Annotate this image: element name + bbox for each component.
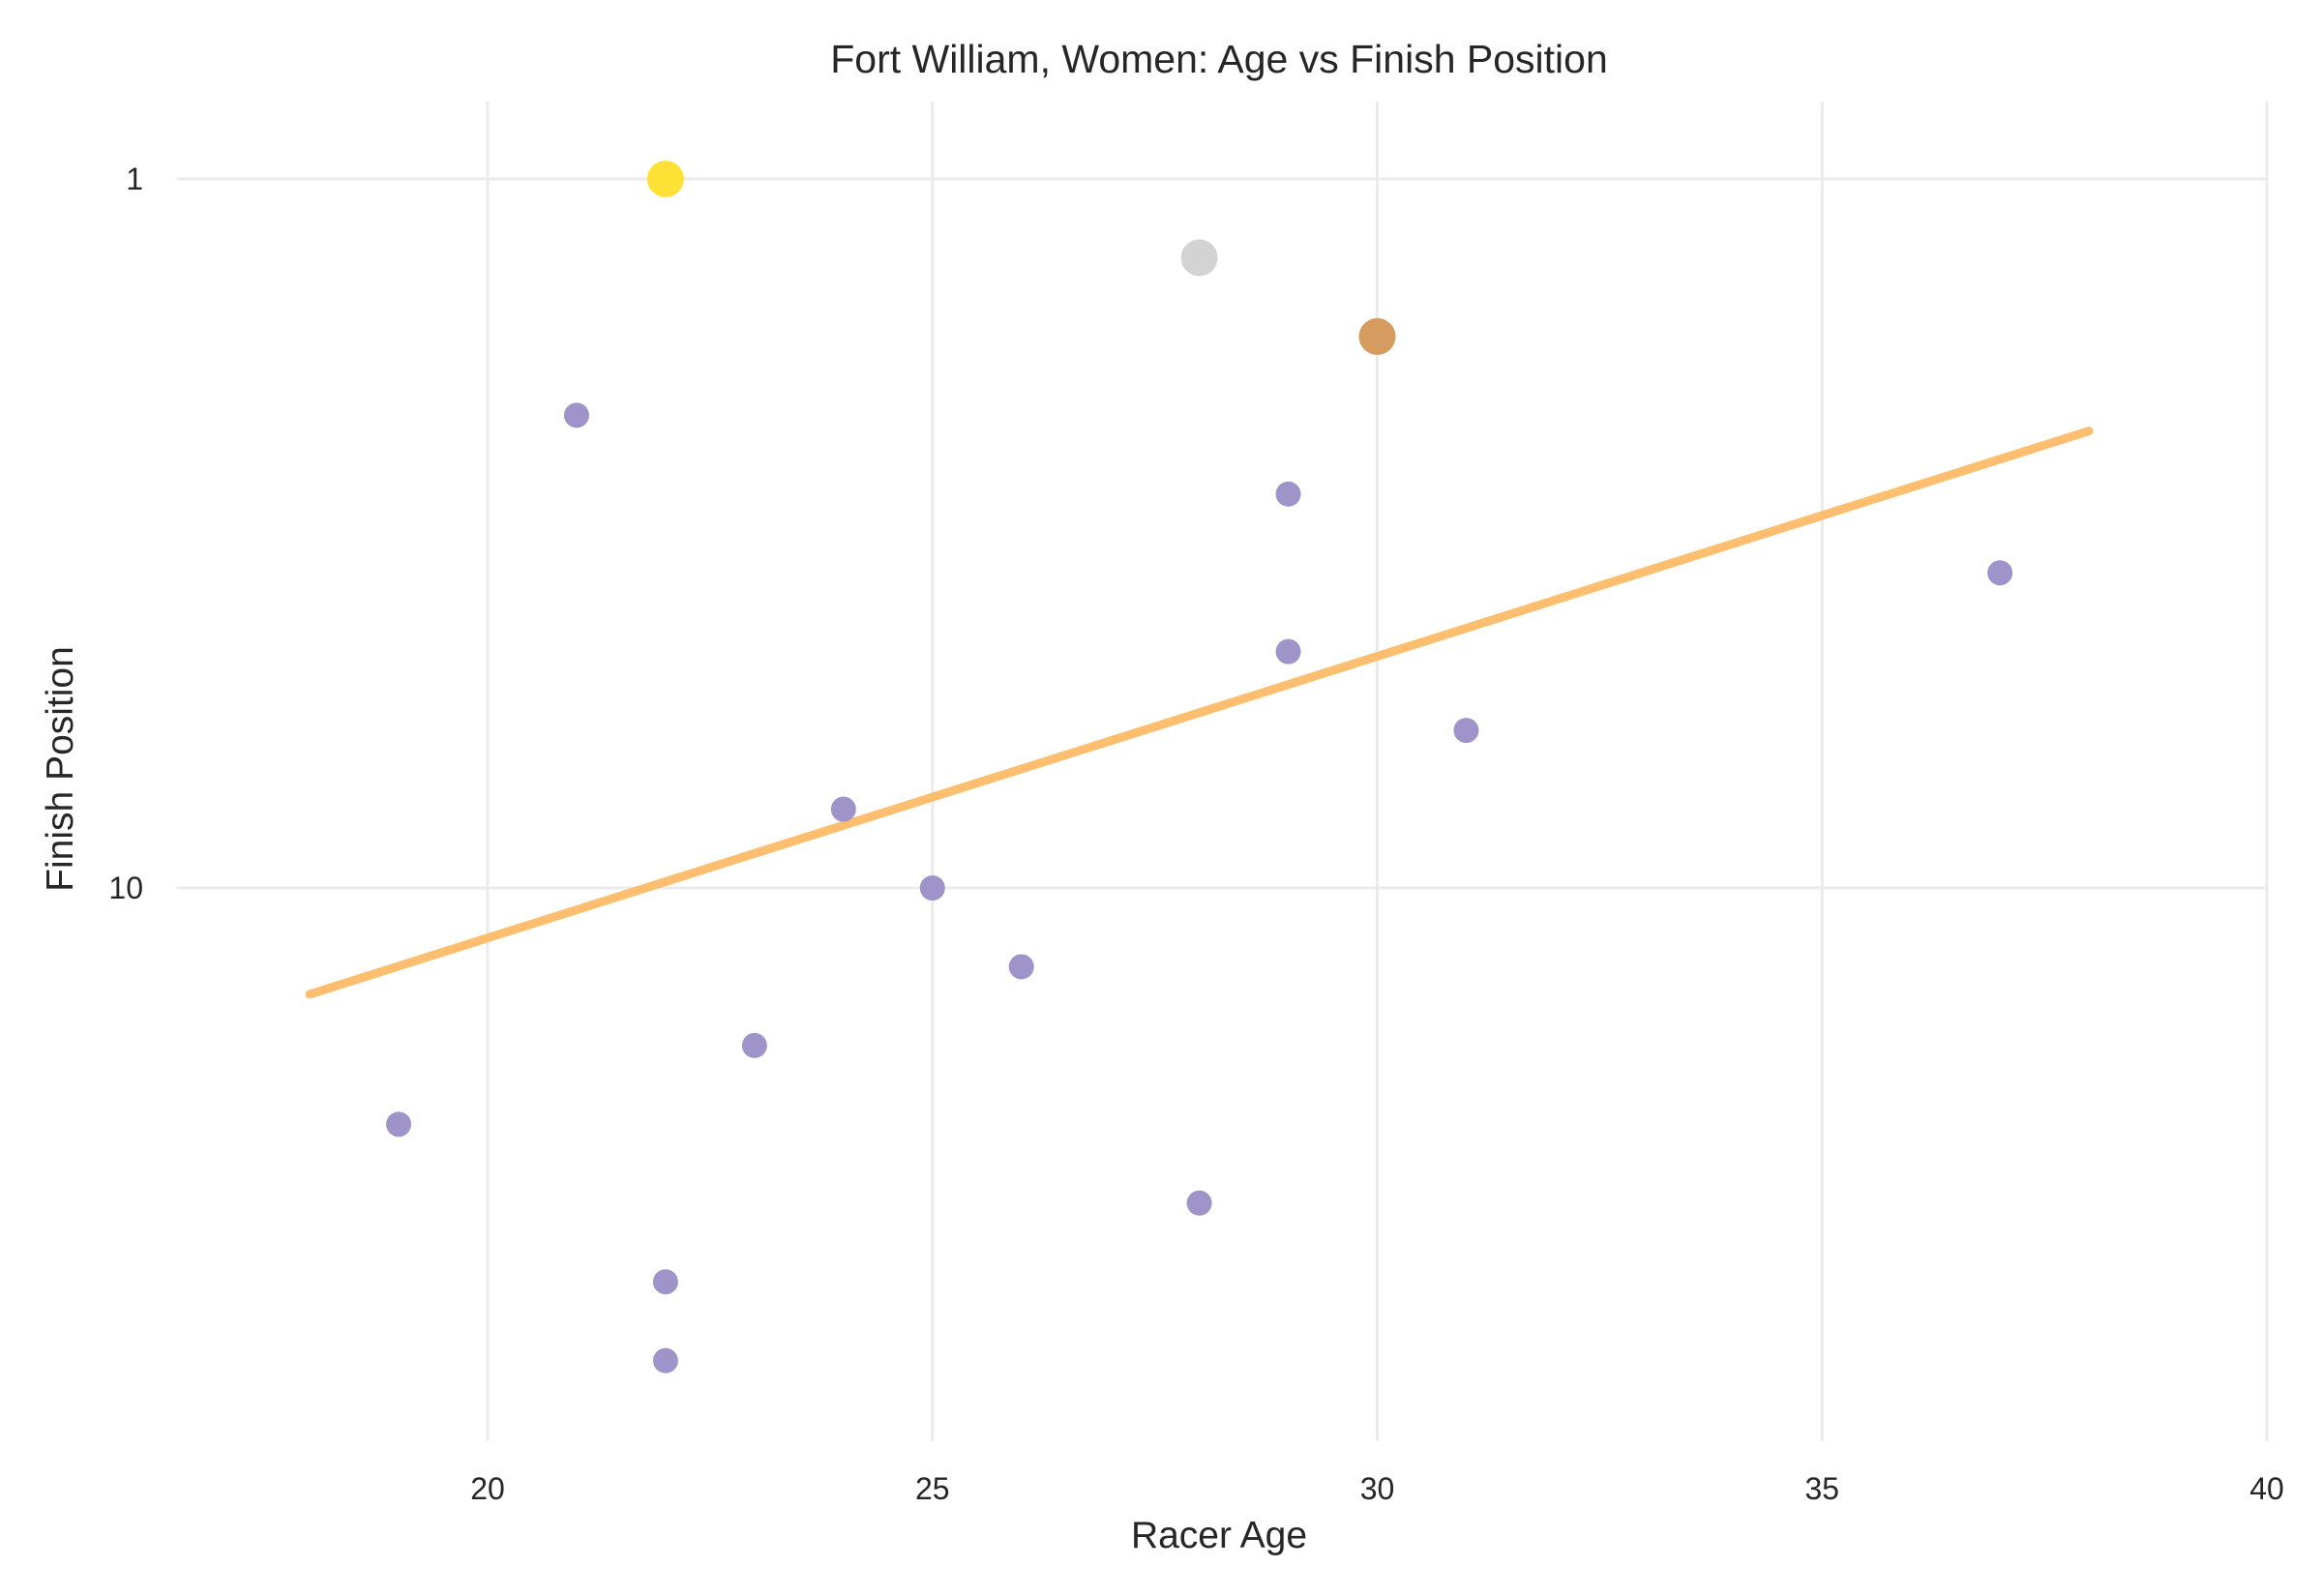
data-point xyxy=(563,402,589,429)
data-point xyxy=(1453,718,1479,744)
y-tick-label: 1 xyxy=(126,162,143,196)
x-tick-label: 40 xyxy=(2249,1471,2284,1506)
chart-title: Fort William, Women: Age vs Finish Posit… xyxy=(830,37,1608,81)
data-point xyxy=(830,796,856,822)
data-point xyxy=(741,1032,767,1058)
data-point xyxy=(652,1347,678,1374)
point-gold xyxy=(646,161,684,197)
data-point xyxy=(652,1269,678,1295)
point-bronze xyxy=(1358,317,1396,355)
x-tick-labels: 20 25 30 35 40 xyxy=(470,1471,2284,1506)
trend-line xyxy=(305,427,2094,999)
point-silver xyxy=(1180,239,1218,277)
data-point xyxy=(1275,638,1301,665)
points-layer xyxy=(386,161,2013,1374)
data-point xyxy=(1275,481,1301,507)
grid-layer xyxy=(177,102,2269,1441)
data-point xyxy=(1186,1190,1212,1216)
x-axis-label: Racer Age xyxy=(1131,1515,1307,1556)
x-tick-label: 25 xyxy=(915,1471,950,1506)
data-point xyxy=(1987,560,2013,586)
data-point xyxy=(1008,954,1034,980)
x-tick-label: 30 xyxy=(1360,1471,1395,1506)
y-tick-labels: 1 10 xyxy=(108,162,143,905)
data-point xyxy=(919,875,945,901)
x-tick-label: 20 xyxy=(470,1471,505,1506)
data-point xyxy=(386,1111,412,1138)
y-tick-label: 10 xyxy=(108,871,143,905)
y-axis-label: Finish Position xyxy=(40,646,81,892)
x-tick-label: 35 xyxy=(1804,1471,1839,1506)
